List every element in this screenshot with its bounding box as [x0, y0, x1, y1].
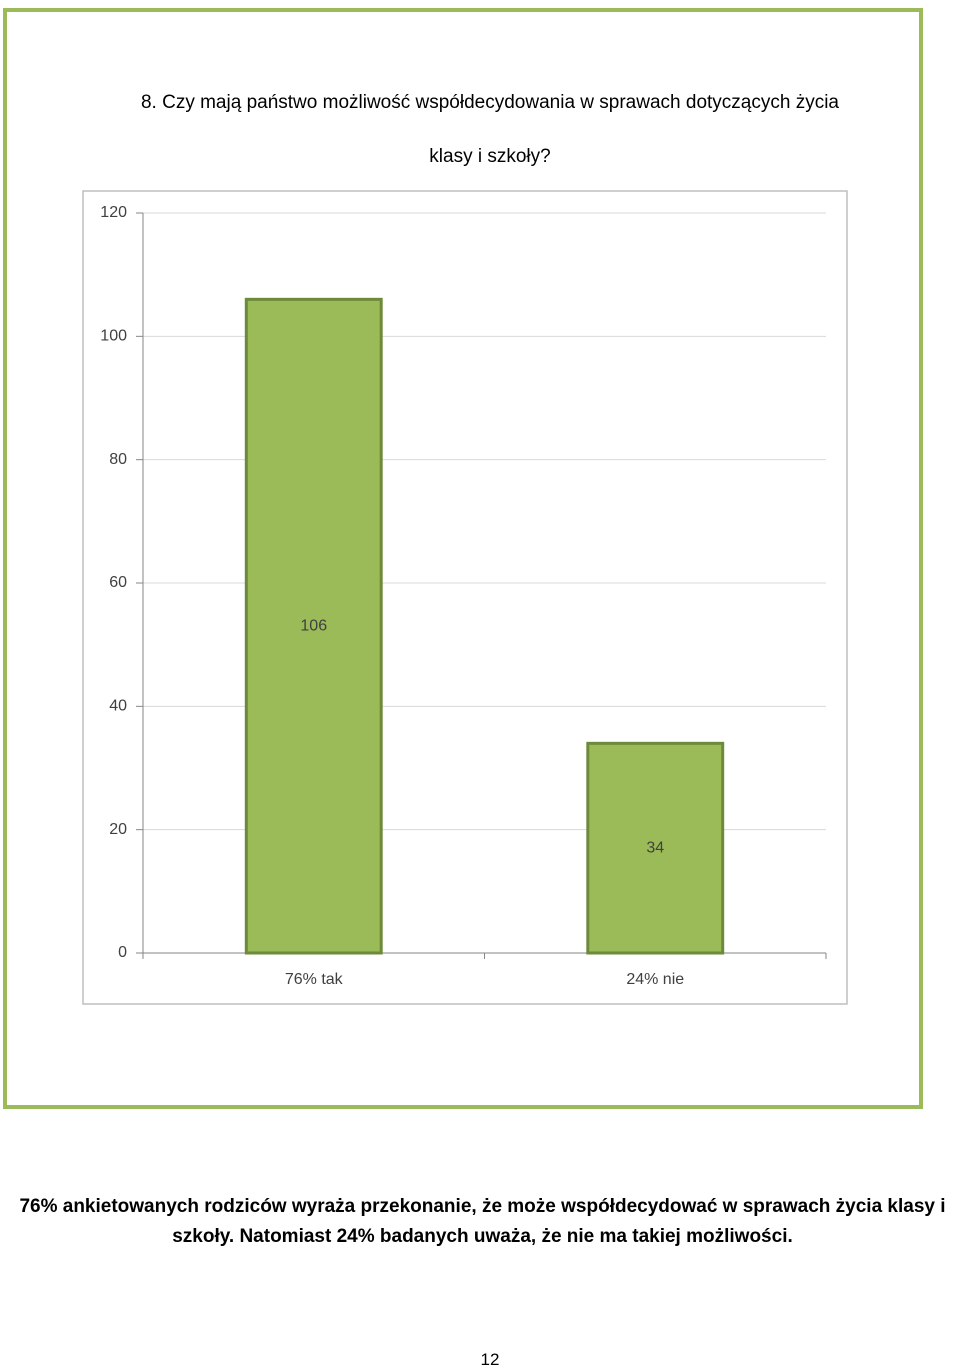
- y-tick-label: 60: [109, 574, 127, 591]
- chart-border: [3, 8, 923, 1109]
- data-label: 34: [646, 839, 664, 856]
- plot-frame: [82, 190, 848, 1005]
- bar: [586, 741, 725, 955]
- bar: [244, 297, 383, 955]
- y-tick-label: 20: [109, 821, 127, 838]
- y-tick-label: 80: [109, 451, 127, 468]
- data-label: 106: [300, 617, 327, 634]
- chart-title: 8. Czy mają państwo możliwość współdecyd…: [140, 92, 839, 167]
- y-tick-label: 0: [118, 944, 127, 961]
- x-tick-label: 76% tak: [285, 971, 344, 988]
- y-tick-label: 40: [109, 698, 127, 715]
- y-tick-label: 100: [100, 328, 127, 345]
- x-tick-label: 24% nie: [626, 971, 684, 988]
- y-tick-label: 120: [100, 204, 127, 221]
- caption: 76% ankietowanych rodziców wyraża przeko…: [19, 1196, 946, 1247]
- page-number: 12: [480, 1350, 500, 1369]
